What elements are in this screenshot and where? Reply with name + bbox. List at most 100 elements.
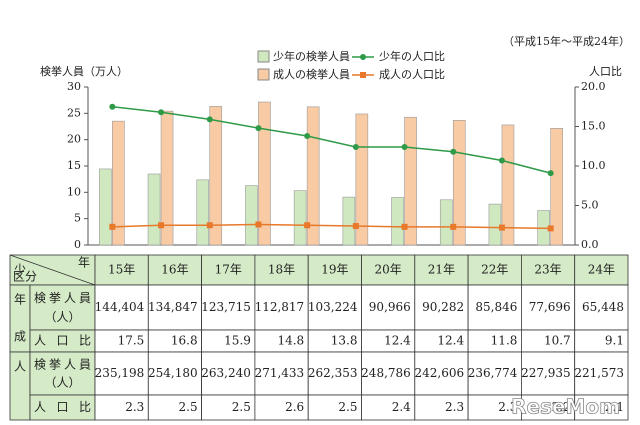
table-value: 65,448 (582, 300, 624, 314)
point (206, 116, 213, 123)
table-value: 263,240 (201, 366, 251, 380)
legend-label: 少年の人口比 (379, 49, 445, 63)
table-header: 17年 (215, 263, 242, 277)
table-value: 235,198 (95, 366, 145, 380)
bar (258, 101, 271, 246)
table-cell (307, 254, 362, 286)
table-cell (574, 351, 629, 396)
table-value: 2.6 (285, 400, 304, 414)
table-cell (361, 254, 416, 286)
table-value: 123,715 (201, 300, 251, 314)
table-cell (147, 351, 203, 396)
table-value: 2.3 (125, 400, 144, 414)
table-cell (521, 284, 576, 331)
table-cell (467, 351, 522, 396)
y2-tick-label: 20.0 (581, 80, 606, 93)
point (255, 221, 262, 228)
y2-tick-label: 0.0 (581, 238, 599, 251)
point (158, 109, 165, 116)
table-value: 77,696 (529, 300, 571, 314)
point (498, 224, 505, 231)
table-value: 2.3 (498, 400, 517, 414)
y2-tick-label: 5.0 (581, 199, 599, 212)
table-cell (254, 394, 309, 421)
table-cell (29, 284, 96, 331)
y-tick-label: 25 (67, 106, 81, 119)
row-label: 人口比 (34, 400, 91, 414)
point (547, 225, 554, 232)
point (109, 103, 116, 110)
bar (160, 110, 174, 246)
bar (501, 124, 515, 246)
point (450, 148, 457, 155)
table-cell (574, 284, 629, 331)
row-label: （人） (44, 310, 80, 324)
bar (550, 128, 563, 246)
table-diagonal (9, 254, 96, 286)
table-value: 14.8 (277, 334, 304, 348)
table-header: 年 (78, 256, 90, 270)
bar (99, 168, 112, 246)
point (352, 144, 359, 151)
table-cell (307, 394, 362, 421)
table-header: 21年 (428, 263, 455, 277)
subtitle: （平成15年～平成24年） (503, 34, 630, 48)
table-value: 103,224 (308, 300, 358, 314)
table-cell (414, 254, 469, 286)
point (352, 223, 359, 230)
table-cell (254, 254, 309, 286)
table-value: 236,774 (468, 366, 518, 380)
table-value: 2.3 (445, 400, 464, 414)
y2-tick-label: 15.0 (581, 120, 606, 133)
bar (112, 120, 125, 246)
y-tick-label: 20 (67, 133, 81, 146)
table-value: 227,935 (521, 366, 571, 380)
point (450, 223, 457, 230)
table-value: 134,847 (148, 300, 198, 314)
table-cell (307, 351, 362, 396)
table-header: 区分 (13, 270, 37, 284)
bar (439, 199, 453, 246)
line (112, 106, 551, 174)
group-label: 少年 (13, 263, 27, 323)
y-tick-label: 30 (67, 80, 81, 93)
point (109, 223, 116, 230)
legend-marker (360, 72, 366, 78)
point (304, 222, 311, 229)
y-tick-label: 15 (67, 159, 81, 172)
point (304, 132, 311, 139)
table-header: 20年 (375, 263, 402, 277)
bar (245, 185, 258, 246)
legend-swatch (257, 68, 270, 81)
legend-marker (360, 54, 366, 60)
point (206, 222, 213, 229)
line (112, 223, 551, 230)
y2-axis-label: 人口比 (589, 65, 622, 78)
table-cell (521, 394, 576, 421)
table-value: 248,786 (361, 366, 411, 380)
table-cell (201, 394, 256, 421)
table-header: 24年 (588, 263, 615, 277)
table-value: 90,282 (422, 300, 464, 314)
table-cell (94, 284, 149, 331)
table-cell (201, 254, 256, 286)
legend-swatch (257, 50, 270, 63)
table-value: 90,966 (369, 300, 411, 314)
table-header: 22年 (481, 263, 508, 277)
bar (147, 173, 161, 246)
y-axis-label: 検挙人員（万人） (40, 64, 128, 78)
bar (209, 106, 223, 246)
table-cell (414, 351, 469, 396)
table-cell (467, 394, 522, 421)
table-value: 2.4 (392, 400, 411, 414)
table-value: 254,180 (148, 366, 198, 380)
bar (342, 196, 356, 246)
table-value: 2.5 (338, 400, 357, 414)
bar (488, 203, 502, 246)
table-value: 112,817 (255, 300, 305, 314)
group-label: 成人 (13, 330, 27, 390)
table-value: 16.8 (171, 334, 198, 348)
table-value: 2.2 (552, 400, 571, 414)
table-value: 221,573 (574, 366, 624, 380)
